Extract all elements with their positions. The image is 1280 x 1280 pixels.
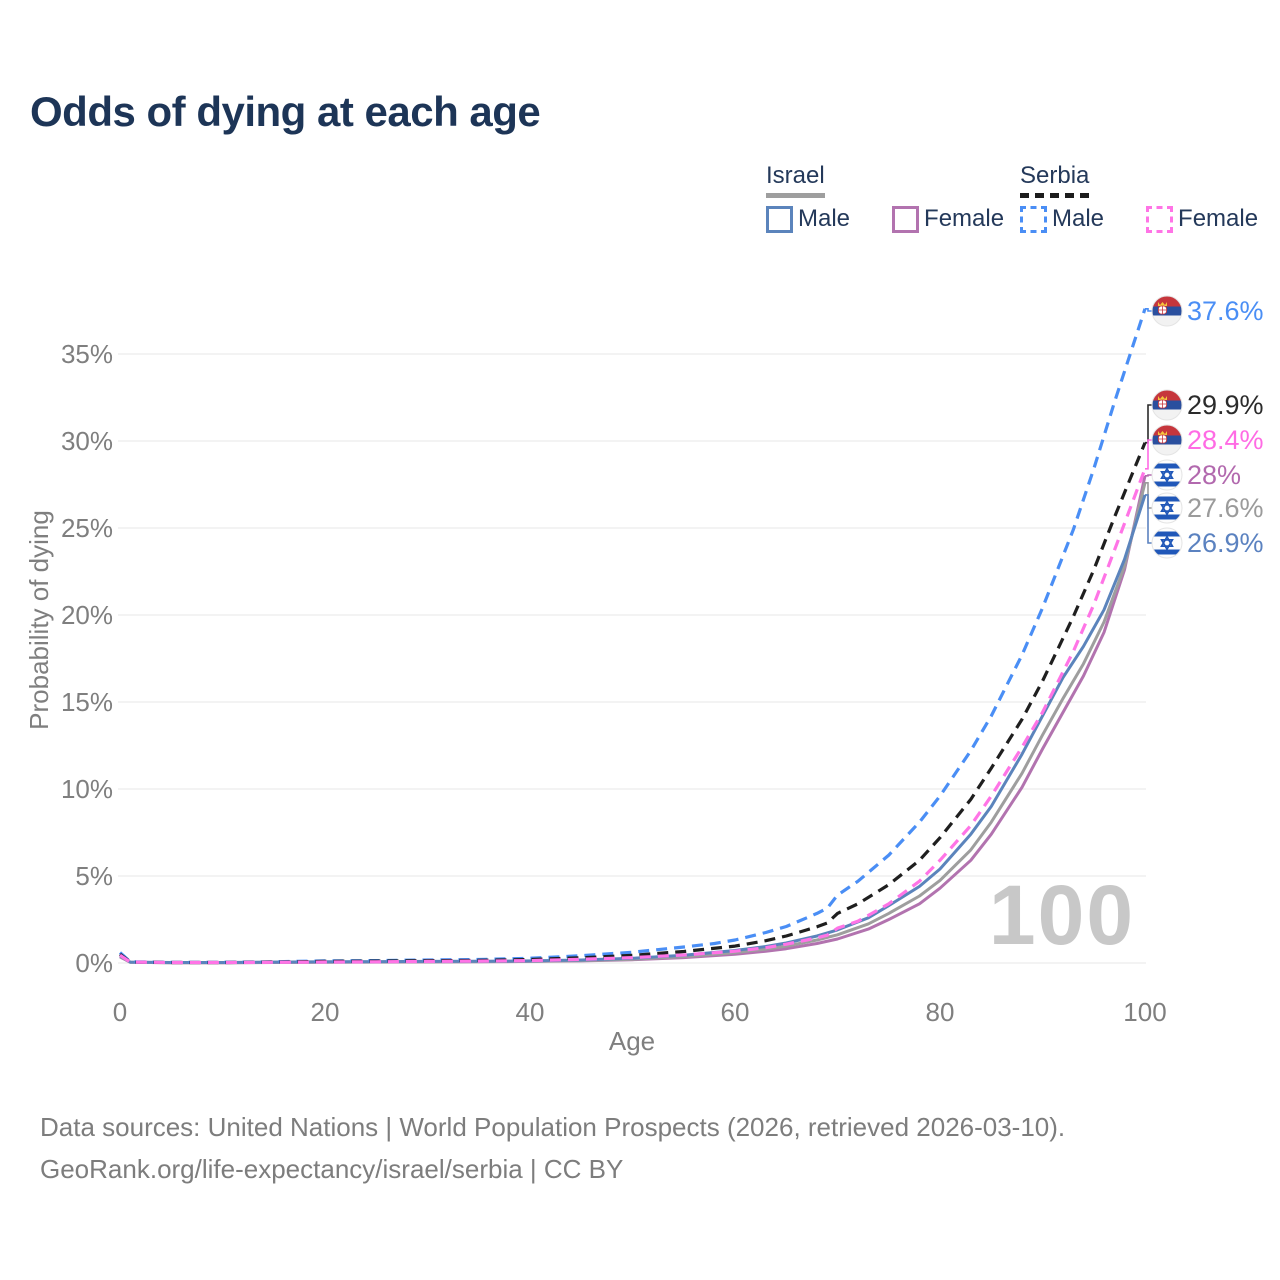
x-tick-label: 60 [721, 997, 750, 1027]
end-value-label-israel-male: 26.9% [1187, 528, 1264, 558]
legend-header-serbia: Serbia [1020, 162, 1090, 198]
legend-country-label: Serbia [1020, 162, 1090, 189]
legend-item-serbia-female[interactable]: Female [1146, 205, 1258, 233]
flag-icon-serbia [1151, 424, 1183, 456]
end-value-label-serbia-total: 29.9% [1187, 390, 1264, 420]
end-value-label-israel-female: 28% [1187, 460, 1241, 490]
legend-items-serbia: Male Female [1020, 205, 1258, 233]
legend-item-label: Male [1052, 205, 1105, 232]
flag-icon-serbia [1151, 389, 1183, 421]
legend-underline-serbia-total-line [1020, 193, 1090, 198]
flag-icon-israel [1151, 492, 1183, 524]
y-tick-label: 25% [61, 513, 113, 543]
y-tick-label: 15% [61, 687, 113, 717]
series-line-serbia-total [119, 442, 1147, 965]
leader-line-israel-male [1145, 494, 1152, 544]
flag-icon-israel [1151, 527, 1183, 559]
legend-item-israel-male[interactable]: Male [766, 205, 850, 233]
y-tick-label: 35% [61, 339, 113, 369]
data-sources-note: Data sources: United Nations | World Pop… [40, 1106, 1065, 1190]
y-tick-label: 10% [61, 774, 113, 804]
line-swatch-icon [766, 205, 793, 233]
flag-icon-israel [1151, 459, 1183, 491]
leader-line-serbia-female [1145, 439, 1152, 470]
legend-group-serbia: Serbia Male Female [1020, 162, 1258, 233]
data-sources-line: Data sources: United Nations | World Pop… [40, 1112, 1066, 1142]
y-tick-label: 30% [61, 426, 113, 456]
end-value-label-serbia-male: 37.6% [1187, 296, 1264, 326]
x-tick-label: 80 [926, 997, 955, 1027]
series-line-serbia-male [118, 308, 1147, 964]
line-swatch-icon [1020, 205, 1047, 233]
legend-item-serbia-male[interactable]: Male [1020, 205, 1104, 233]
y-tick-label: 5% [75, 861, 113, 891]
legend-country-label: Israel [766, 162, 825, 189]
legend-header-israel: Israel [766, 162, 825, 198]
end-value-label-serbia-female: 28.4% [1187, 425, 1264, 455]
y-tick-label: 0% [75, 948, 113, 978]
leader-line-serbia-total [1145, 404, 1152, 444]
x-tick-label: 20 [311, 997, 340, 1027]
x-tick-label: 40 [516, 997, 545, 1027]
legend-underline-israel-total-line [766, 193, 825, 198]
age-watermark: 100 [989, 868, 1135, 962]
legend-items-israel: Male Female [766, 205, 1004, 233]
series-line-serbia-female [119, 468, 1147, 965]
y-axis-title: Probability of dying [24, 510, 54, 730]
legend-item-label: Female [924, 205, 1005, 232]
x-axis-title: Age [609, 1026, 655, 1056]
leader-line-serbia-male [1145, 308, 1152, 312]
x-tick-label: 100 [1123, 997, 1166, 1027]
leader-line-israel-female [1145, 474, 1152, 477]
end-value-label-israel-total: 27.6% [1187, 493, 1264, 523]
page-title: Odds of dying at each age [30, 88, 541, 135]
legend-item-label: Male [798, 205, 851, 232]
line-swatch-icon [892, 205, 920, 233]
line-swatch-icon [1146, 205, 1174, 233]
legend-item-israel-female[interactable]: Female [892, 205, 1004, 233]
legend-group-israel: Israel Male Female [766, 162, 1004, 233]
y-tick-label: 20% [61, 600, 113, 630]
attribution-line: GeoRank.org/life-expectancy/israel/serbi… [40, 1154, 624, 1184]
legend-item-label: Female [1178, 205, 1259, 232]
flag-icon-serbia [1151, 295, 1183, 327]
x-tick-label: 0 [113, 997, 127, 1027]
